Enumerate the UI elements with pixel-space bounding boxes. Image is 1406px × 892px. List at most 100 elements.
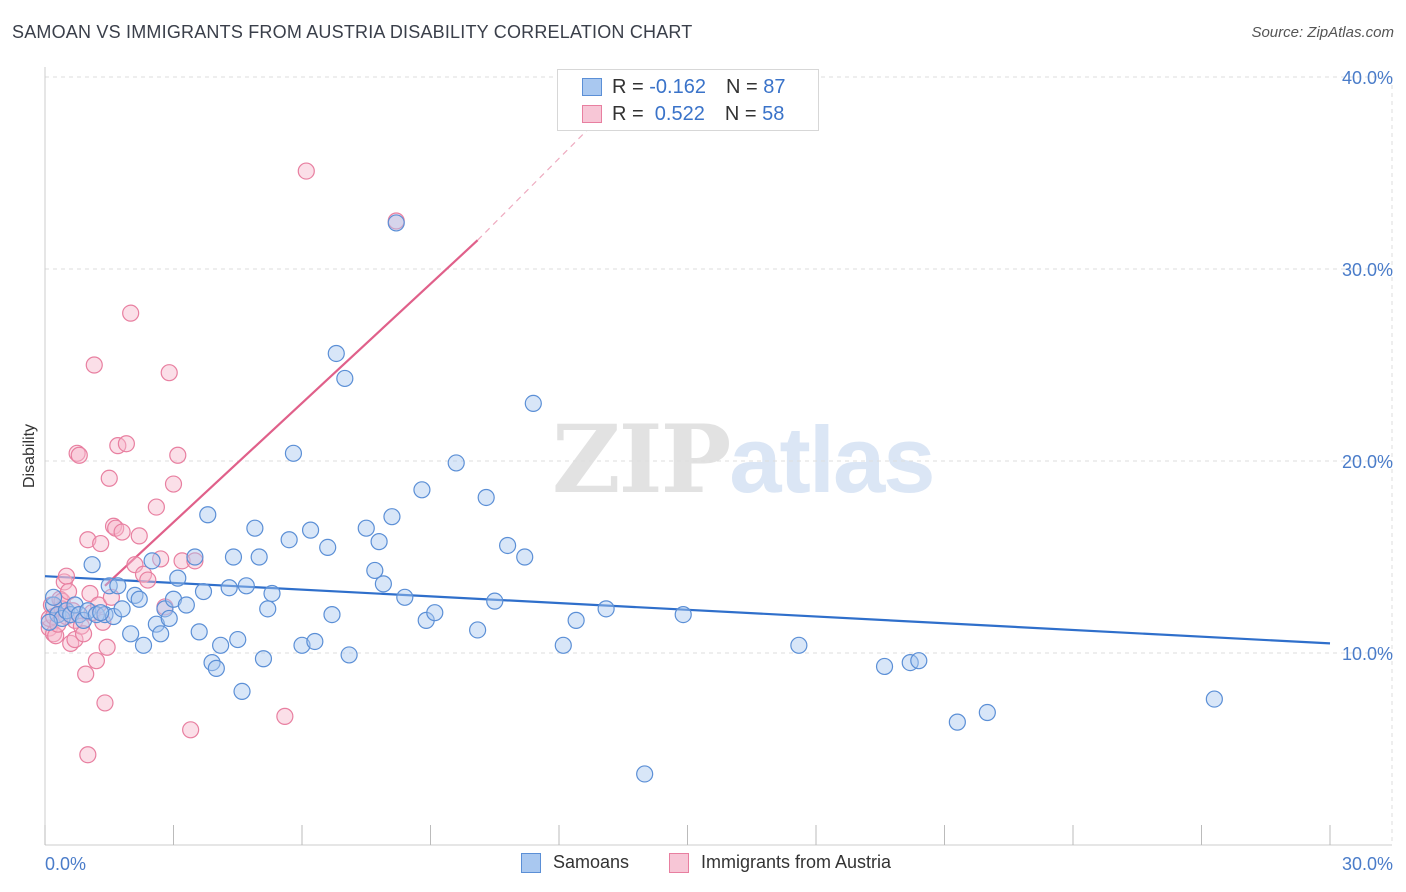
watermark-atlas: atlas bbox=[729, 407, 935, 512]
samoans-point bbox=[524, 394, 542, 412]
austria-trend-line bbox=[104, 239, 479, 587]
samoans-point bbox=[447, 454, 465, 472]
samoans-point bbox=[554, 636, 572, 654]
legend-row-samoans: R = -0.162 N = 87 bbox=[582, 75, 785, 99]
samoans-point bbox=[306, 632, 324, 651]
samoans-point bbox=[674, 605, 692, 624]
austria-point bbox=[87, 652, 106, 670]
samoans-point bbox=[336, 369, 354, 388]
samoans-point bbox=[190, 623, 208, 641]
samoans-point bbox=[113, 600, 131, 618]
samoans-point bbox=[143, 552, 161, 570]
samoans-point bbox=[567, 611, 585, 629]
watermark: ZIPatlas bbox=[552, 405, 936, 515]
legend-r-value: 0.522 bbox=[649, 102, 705, 125]
axes bbox=[44, 67, 1392, 846]
samoans-point bbox=[259, 600, 277, 618]
samoans-trend-line bbox=[44, 575, 1331, 645]
grid-lines bbox=[45, 76, 1393, 845]
samoans-point bbox=[396, 588, 414, 606]
samoans-point bbox=[237, 577, 255, 595]
samoans-point bbox=[790, 636, 808, 654]
samoans-point bbox=[370, 533, 388, 551]
samoans-point bbox=[109, 577, 127, 595]
samoans-point bbox=[383, 508, 401, 526]
samoans-point bbox=[79, 602, 97, 620]
samoans-point bbox=[1205, 690, 1223, 708]
samoans-point bbox=[44, 588, 63, 606]
y-tick-label: 40.0% bbox=[1342, 68, 1393, 88]
samoans-point bbox=[477, 488, 495, 507]
samoans-point bbox=[499, 536, 517, 555]
samoans-point bbox=[194, 582, 213, 601]
legend-label-austria: Immigrants from Austria bbox=[701, 852, 892, 872]
samoans-point bbox=[122, 625, 140, 643]
samoans-point bbox=[177, 596, 195, 614]
samoans-point bbox=[426, 604, 444, 622]
legend-n-label: N = bbox=[724, 102, 757, 125]
samoans-point bbox=[263, 584, 281, 603]
austria-point bbox=[186, 552, 204, 570]
samoans-point bbox=[357, 519, 375, 537]
samoans-point bbox=[413, 481, 431, 499]
austria-point bbox=[126, 556, 144, 574]
chart-title: SAMOAN VS IMMIGRANTS FROM AUSTRIA DISABI… bbox=[12, 22, 693, 42]
austria-point bbox=[122, 304, 140, 322]
samoans-point bbox=[224, 548, 243, 566]
austria-point bbox=[92, 534, 110, 553]
samoans-legend-swatch bbox=[521, 852, 541, 873]
correlation-legend: R = -0.162 N = 87 R = 0.522 N = 58 bbox=[557, 69, 819, 131]
austria-point bbox=[173, 552, 191, 570]
samoans-point bbox=[212, 636, 230, 654]
austria-point bbox=[130, 527, 148, 545]
austria-point bbox=[182, 721, 200, 739]
samoans-point bbox=[875, 657, 894, 676]
x-tick-label: 30.0% bbox=[1342, 854, 1393, 874]
austria-point bbox=[113, 523, 131, 541]
samoans-point bbox=[293, 636, 311, 654]
samoans-point bbox=[250, 548, 268, 566]
samoans-point bbox=[978, 703, 996, 722]
samoans-point bbox=[83, 556, 101, 574]
chart-source: Source: ZipAtlas.com bbox=[1251, 24, 1394, 41]
austria-point bbox=[147, 498, 165, 516]
austria-legend-swatch bbox=[669, 852, 689, 873]
samoans-point bbox=[152, 625, 170, 643]
samoans-point bbox=[207, 659, 225, 677]
samoans-point bbox=[486, 592, 504, 610]
samoans-point bbox=[597, 600, 615, 618]
samoans-point bbox=[160, 609, 178, 628]
y-tick-label: 30.0% bbox=[1342, 260, 1393, 280]
legend-row-austria: R = 0.522 N = 58 bbox=[582, 102, 784, 126]
data-points bbox=[40, 162, 1223, 783]
austria-point bbox=[164, 475, 183, 493]
austria-trend-extension bbox=[477, 114, 603, 241]
samoans-point bbox=[134, 636, 153, 654]
trend-lines bbox=[44, 114, 1331, 645]
austria-point bbox=[77, 665, 95, 683]
legend-n-label: N = bbox=[725, 75, 758, 98]
legend-label-samoans: Samoans bbox=[553, 852, 630, 872]
series-legend: Samoans Immigrants from Austria bbox=[0, 852, 1406, 880]
samoans-point bbox=[280, 531, 298, 549]
samoans-point bbox=[169, 569, 187, 587]
legend-r-label: R = bbox=[612, 75, 644, 98]
legend-r-label: R = bbox=[612, 102, 644, 125]
samoans-point bbox=[229, 630, 247, 649]
austria-point bbox=[297, 162, 315, 180]
austria-point bbox=[117, 435, 135, 453]
austria-point bbox=[276, 707, 294, 725]
samoans-point bbox=[636, 765, 654, 783]
samoans-swatch bbox=[582, 78, 602, 96]
samoans-point bbox=[254, 650, 273, 668]
austria-point bbox=[96, 694, 114, 712]
samoans-point bbox=[910, 652, 928, 670]
samoans-point bbox=[40, 613, 58, 631]
watermark-zip: ZIP bbox=[552, 405, 731, 515]
legend-r-value: -0.162 bbox=[649, 75, 706, 98]
samoans-point bbox=[387, 214, 405, 232]
austria-point bbox=[169, 446, 187, 464]
tick-labels: 10.0% 20.0% 30.0% 40.0% 0.0% 30.0% bbox=[45, 68, 1393, 874]
samoans-point bbox=[156, 600, 174, 618]
